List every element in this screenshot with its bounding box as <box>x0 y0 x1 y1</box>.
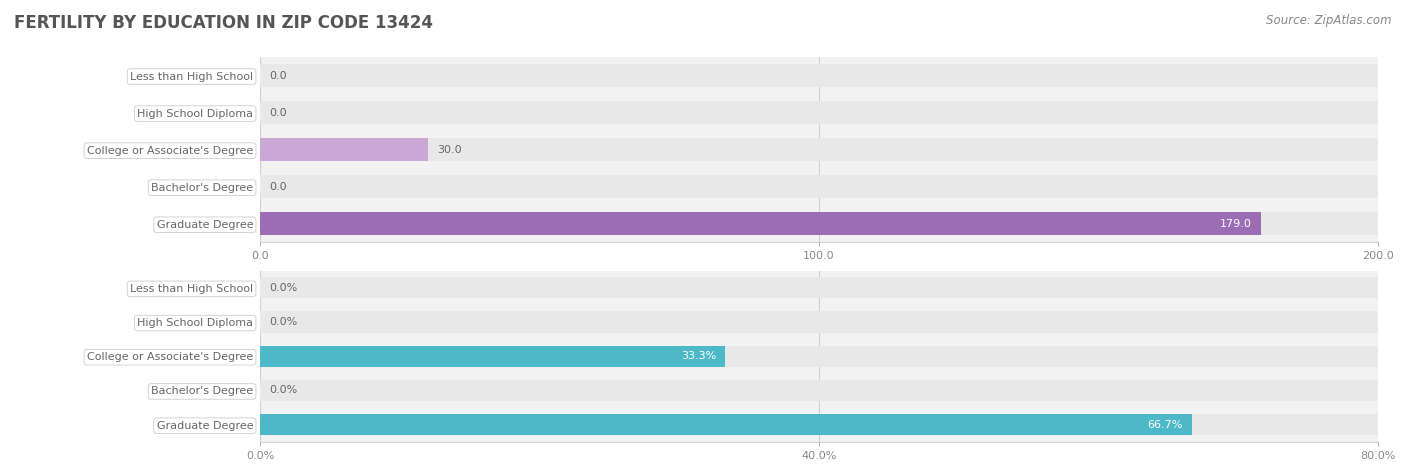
Bar <box>260 414 1192 435</box>
Bar <box>260 346 1378 367</box>
Text: 33.3%: 33.3% <box>681 351 717 361</box>
Text: FERTILITY BY EDUCATION IN ZIP CODE 13424: FERTILITY BY EDUCATION IN ZIP CODE 13424 <box>14 14 433 32</box>
Bar <box>260 64 1378 87</box>
Text: 0.0: 0.0 <box>269 181 287 192</box>
Text: 0.0: 0.0 <box>269 70 287 81</box>
Bar <box>260 138 1378 161</box>
Bar <box>260 212 1378 235</box>
Bar <box>260 138 427 161</box>
Text: Source: ZipAtlas.com: Source: ZipAtlas.com <box>1267 14 1392 27</box>
Bar <box>260 101 1378 124</box>
Text: 0.0%: 0.0% <box>269 385 297 396</box>
Bar <box>260 277 1378 298</box>
Text: 0.0%: 0.0% <box>269 283 297 293</box>
Text: 179.0: 179.0 <box>1219 218 1251 229</box>
Bar <box>260 380 1378 401</box>
Bar <box>260 414 1378 435</box>
Text: 0.0: 0.0 <box>269 107 287 118</box>
Text: 0.0%: 0.0% <box>269 317 297 327</box>
Text: 30.0: 30.0 <box>437 144 461 155</box>
Bar <box>260 346 725 367</box>
Bar <box>260 312 1378 332</box>
Bar <box>260 175 1378 198</box>
Text: 66.7%: 66.7% <box>1147 419 1182 430</box>
Bar <box>260 212 1261 235</box>
